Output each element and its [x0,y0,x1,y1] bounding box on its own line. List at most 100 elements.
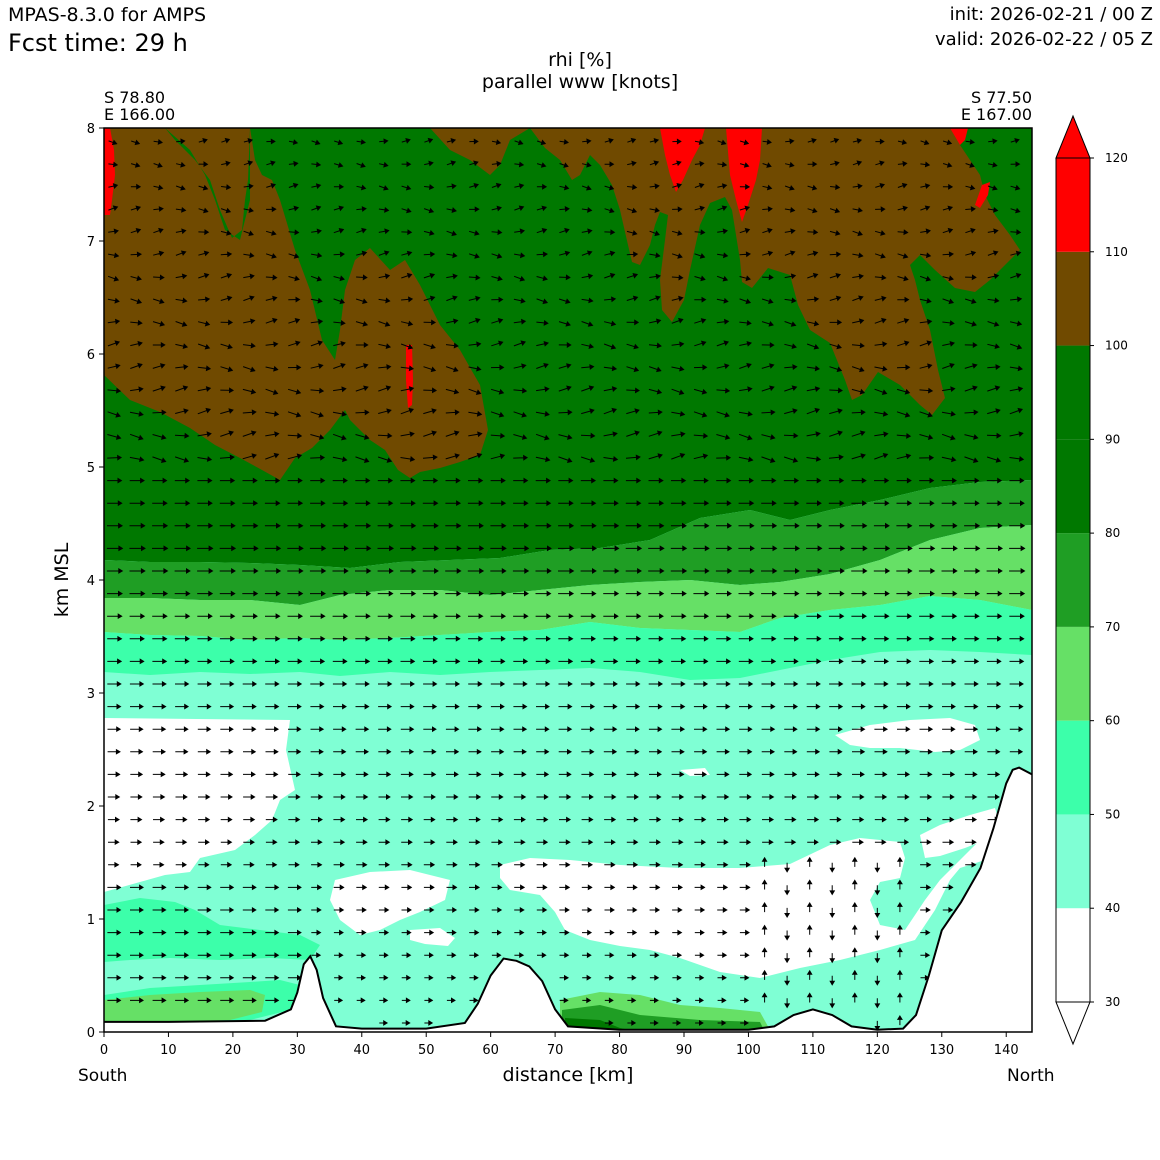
wind-arrow [919,635,935,642]
wind-arrow [514,861,526,868]
wind-arrow [694,726,708,733]
wind-arrow [356,952,367,959]
wind-arrow [559,138,569,145]
wind-arrow [378,161,389,168]
y-tick-label: 2 [87,800,95,815]
wind-arrow [175,974,190,981]
wind-arrow [333,771,347,778]
wind-arrow [942,771,956,778]
wind-arrow [761,703,776,710]
wind-arrow [986,613,1003,620]
wind-arrow [806,613,822,620]
wind-arrow [896,969,903,980]
wind-arrow [378,185,389,191]
wind-arrow [1009,568,1026,574]
wind-arrow [400,500,416,507]
wind-arrow [650,1020,659,1026]
wind-arrow [965,250,977,257]
wind-arrow [649,861,661,868]
wind-arrow [197,907,212,913]
wind-arrow [242,997,257,1004]
wind-arrow [604,816,617,823]
wind-arrow [175,884,190,891]
wind-arrow [130,861,142,868]
wind-arrow [649,929,660,936]
wind-arrow [739,771,753,778]
wind-arrow [580,613,597,620]
wind-arrow [987,250,999,256]
wind-arrow [243,816,256,823]
wind-arrow [220,907,235,913]
wind-arrow [716,387,731,394]
wind-arrow [739,227,751,234]
wind-arrow [287,681,303,687]
y-tick-label: 7 [87,235,95,250]
wind-arrow [717,183,728,189]
wind-arrow [649,907,661,913]
wind-arrow [783,477,800,484]
wind-arrow [807,794,820,800]
wind-arrow [514,139,524,146]
colorbar-segment [1056,720,1090,815]
wind-arrow [964,635,980,642]
wind-arrow [920,183,931,189]
wind-arrow [491,816,504,823]
wind-arrow [738,500,755,507]
wind-arrow [355,771,369,778]
wind-arrow [987,726,1001,733]
wind-arrow [784,748,798,755]
colorbar-segment [1056,814,1090,909]
wind-arrow [513,613,529,620]
wind-arrow [197,681,212,687]
wind-arrow [671,410,686,417]
wind-arrow [333,162,344,168]
wind-arrow [739,726,753,733]
wind-arrow [514,907,525,913]
wind-arrow [129,658,145,665]
wind-arrow [672,997,682,1004]
wind-arrow [874,317,887,324]
wind-arrow [107,340,121,347]
wind-arrow [401,250,413,257]
wind-arrow [378,771,392,778]
wind-arrow [625,522,642,529]
wind-arrow [333,748,347,755]
wind-arrow [851,590,868,597]
wind-arrow [942,386,956,393]
wind-arrow [851,879,858,890]
wind-arrow [129,522,146,529]
wind-arrow [130,183,142,190]
wind-arrow [558,794,572,800]
wind-arrow [220,681,235,687]
wind-arrow [130,340,143,347]
wind-arrow [784,953,791,964]
wind-arrow [1009,320,1023,327]
wind-arrow [762,162,772,168]
wind-arrow [829,839,842,846]
wind-arrow [739,884,751,891]
y-tick-label: 8 [87,122,95,137]
wind-arrow [334,974,344,981]
wind-arrow [535,456,551,463]
wind-arrow [626,343,639,350]
wind-arrow [852,138,863,144]
wind-arrow [288,318,301,324]
wind-arrow [670,500,687,507]
wind-arrow [311,139,321,146]
wind-arrow [896,947,903,958]
wind-arrow [806,568,823,574]
wind-arrow [649,839,661,846]
wind-arrow [490,388,505,395]
wind-arrow [220,748,234,755]
south-label: South [78,1066,128,1086]
wind-arrow [355,342,369,348]
wind-arrow [130,884,144,891]
wind-arrow [129,477,145,484]
wind-arrow [1009,590,1026,597]
wind-arrow [829,230,841,236]
wind-arrow [130,362,143,369]
wind-arrow [108,861,120,868]
wind-arrow [490,545,507,552]
wind-arrow [107,635,123,642]
wind-arrow [873,500,890,507]
